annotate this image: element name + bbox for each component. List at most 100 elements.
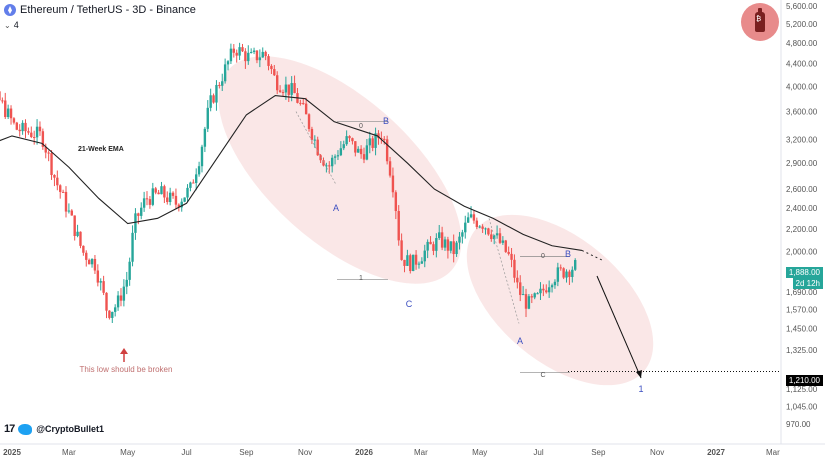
indicator-toggle[interactable]: ⌄ 4 xyxy=(4,20,19,30)
candle-body xyxy=(61,191,65,193)
candle-body xyxy=(113,307,117,312)
candle-body xyxy=(559,267,562,269)
candle-body xyxy=(273,69,276,76)
candle-body xyxy=(4,100,7,118)
bitcoin-bottle-logo xyxy=(741,3,779,41)
candle-body xyxy=(498,233,502,243)
candle-body xyxy=(116,295,120,308)
x-tick-label: Mar xyxy=(414,448,428,457)
candle-body xyxy=(79,231,82,246)
candle-body xyxy=(119,295,123,301)
candle-body xyxy=(85,252,88,260)
candle-body xyxy=(446,239,450,251)
annotation-label: B xyxy=(565,249,571,259)
candle-body xyxy=(469,214,473,218)
candle-body xyxy=(510,253,513,260)
candle-body xyxy=(223,64,227,82)
candle-body xyxy=(247,52,250,62)
candle-body xyxy=(553,281,557,286)
projection-arrow-line xyxy=(596,275,642,379)
tradingview-logo: 17 xyxy=(4,423,15,435)
candle-body xyxy=(12,118,16,123)
candle-body xyxy=(56,177,59,186)
x-tick-label: Nov xyxy=(650,448,664,457)
red-arrow-head xyxy=(120,348,128,354)
candle-body xyxy=(354,141,357,153)
candle-body xyxy=(374,133,377,148)
candle-body xyxy=(183,197,186,202)
candle-body xyxy=(102,281,105,293)
candle-body xyxy=(64,191,68,212)
y-tick-label: 970.00 xyxy=(786,420,811,429)
candle-body xyxy=(458,236,461,243)
countdown-label: 2d 12h xyxy=(795,279,820,288)
x-tick-label: Sep xyxy=(591,448,606,457)
candle-body xyxy=(504,240,507,252)
annotation-label: A xyxy=(333,203,339,213)
x-tick-label: Nov xyxy=(298,448,312,457)
candle-body xyxy=(328,165,331,167)
candle-body xyxy=(154,188,157,193)
candle-body xyxy=(455,242,458,255)
second-correction-ellipse xyxy=(466,214,654,386)
candle-body xyxy=(99,281,102,283)
candle-body xyxy=(9,108,13,119)
target-price-tag: 1,210.00 xyxy=(785,375,823,386)
candle-body xyxy=(443,239,447,248)
candle-body xyxy=(252,50,256,53)
candle-body xyxy=(293,83,296,94)
candle-body xyxy=(145,198,149,200)
candle-body xyxy=(197,166,201,175)
annotation-label: 1 xyxy=(359,275,363,282)
candle-body xyxy=(316,139,319,156)
candle-body xyxy=(284,84,288,93)
annotation-label: 0 xyxy=(359,123,363,130)
candle-body xyxy=(461,232,464,237)
chart-title: Ethereum / TetherUS - 3D - Binance xyxy=(20,4,196,16)
candle-body xyxy=(148,199,152,205)
candle-body xyxy=(519,282,522,295)
candle-body xyxy=(41,131,45,147)
annotation-label: A xyxy=(517,336,523,346)
candle-body xyxy=(122,286,126,301)
annotation-label: This low should be broken xyxy=(80,365,173,374)
candle-body xyxy=(383,138,386,140)
candle-body xyxy=(319,155,322,161)
candle-body xyxy=(192,182,195,184)
candle-body xyxy=(452,241,455,255)
x-tick-label: 2025 xyxy=(3,448,21,457)
x-tick-label: Sep xyxy=(239,448,254,457)
first-correction-ellipse xyxy=(218,56,462,284)
candle-body xyxy=(411,254,415,272)
candle-body xyxy=(1,100,4,102)
candle-body xyxy=(160,186,163,195)
candle-body xyxy=(571,269,574,277)
twitter-bird-icon xyxy=(18,423,33,435)
y-tick-label: 2,200.00 xyxy=(786,225,818,234)
candle-body xyxy=(438,232,441,239)
candle-body xyxy=(264,51,267,57)
candle-body xyxy=(302,103,305,105)
countdown-tag: 2d 12h xyxy=(792,278,823,289)
candle-body xyxy=(536,293,539,295)
candle-body xyxy=(307,114,311,129)
candle-body xyxy=(385,139,389,162)
candle-body xyxy=(391,175,395,193)
y-tick-label: 4,400.00 xyxy=(786,60,818,69)
y-tick-label: 2,600.00 xyxy=(786,185,818,194)
candle-body xyxy=(215,84,218,103)
y-tick-label: 2,000.00 xyxy=(786,248,818,257)
candle-body xyxy=(258,57,262,61)
candle-body xyxy=(93,258,97,271)
candle-body xyxy=(417,263,421,265)
x-tick-label: Mar xyxy=(62,448,76,457)
candle-body xyxy=(180,201,183,208)
candle-body xyxy=(550,285,554,288)
candle-body xyxy=(342,144,345,149)
candle-body xyxy=(235,52,238,56)
x-tick-label: Jul xyxy=(533,448,543,457)
candle-body xyxy=(409,255,412,272)
author-handle: @CryptoBullet1 xyxy=(36,424,105,434)
candle-body xyxy=(140,207,143,216)
